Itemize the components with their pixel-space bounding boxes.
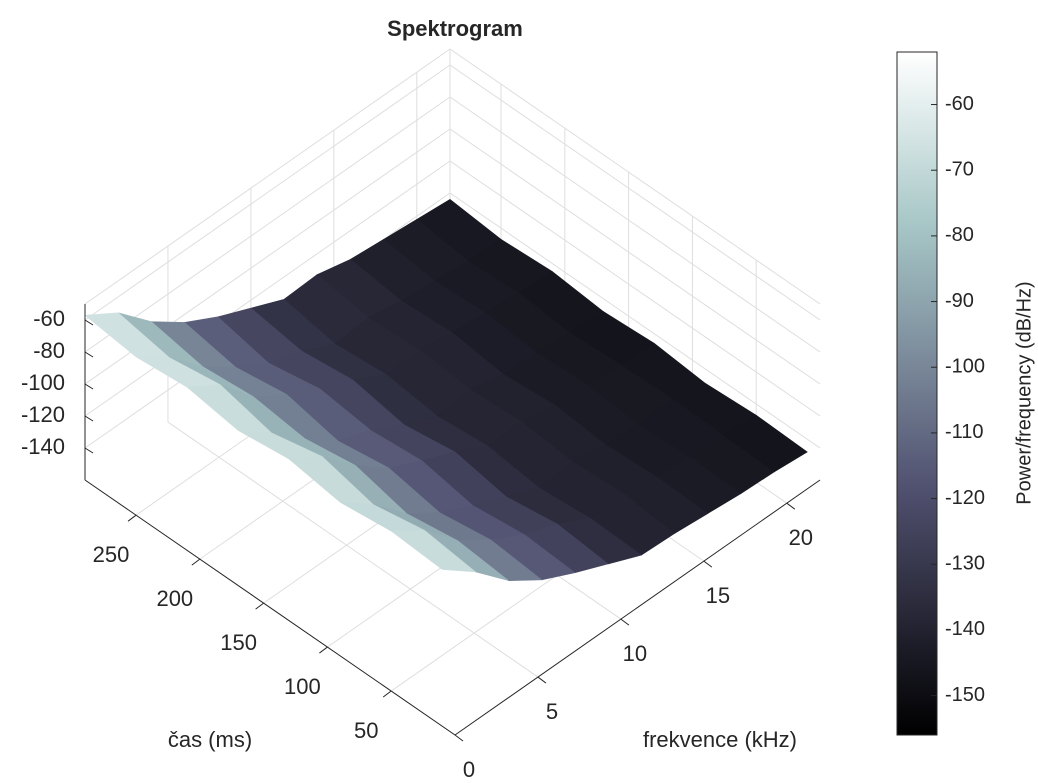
colorbar-tick-label: -80: [945, 224, 974, 246]
colorbar: [897, 52, 937, 735]
y-tick-label: 150: [220, 630, 257, 655]
y-tick-label: 250: [93, 542, 130, 567]
y-tick-label: 200: [156, 586, 193, 611]
x-tick: [787, 503, 795, 509]
y-tick: [192, 559, 200, 565]
x-axis-label: frekvence (kHz): [643, 727, 797, 752]
z-tick: [85, 416, 93, 421]
x-tick: [621, 619, 629, 625]
x-tick-label: 5: [546, 699, 558, 724]
y-tick-label: 100: [284, 674, 321, 699]
x-tick-label: 0: [463, 757, 475, 778]
x-tick: [538, 677, 546, 683]
colorbar-tick-label: -110: [945, 421, 984, 443]
colorbar-tick-label: -130: [945, 553, 985, 575]
x-tick: [704, 561, 712, 567]
colorbar-tick-label: -70: [945, 158, 974, 180]
x-tick-label: 20: [789, 525, 813, 550]
chart-title: Spektrogram: [387, 16, 523, 41]
y-tick: [319, 647, 327, 653]
y-tick-label: 50: [354, 718, 378, 743]
z-tick-label: -60: [33, 306, 65, 331]
y-tick: [256, 603, 264, 609]
z-tick-label: -120: [21, 402, 65, 427]
colorbar-tick-label: -90: [945, 290, 974, 312]
x-tick-label: 10: [623, 641, 647, 666]
z-tick: [85, 352, 93, 357]
colorbar-tick-label: -150: [945, 684, 985, 706]
colorbar-tick-label: -140: [945, 618, 985, 640]
chart: Spektrogram frekvence (kHz) čas (ms) Pow…: [0, 0, 1038, 778]
colorbar-tick-label: -120: [945, 487, 985, 509]
colorbar-tick-label: -60: [945, 93, 974, 115]
y-tick: [128, 515, 136, 521]
z-tick: [85, 448, 93, 453]
colorbar-tick-label: -100: [945, 356, 985, 378]
z-tick-label: -80: [33, 338, 65, 363]
colorbar-label: Power/frequency (dB/Hz): [1013, 281, 1035, 504]
z-tick: [85, 384, 93, 389]
x-tick-label: 15: [706, 583, 730, 608]
y-axis-label: čas (ms): [168, 727, 252, 752]
z-tick-label: -100: [21, 370, 65, 395]
z-tick-label: -140: [21, 434, 65, 459]
x-tick: [455, 735, 463, 741]
y-tick: [383, 691, 391, 697]
